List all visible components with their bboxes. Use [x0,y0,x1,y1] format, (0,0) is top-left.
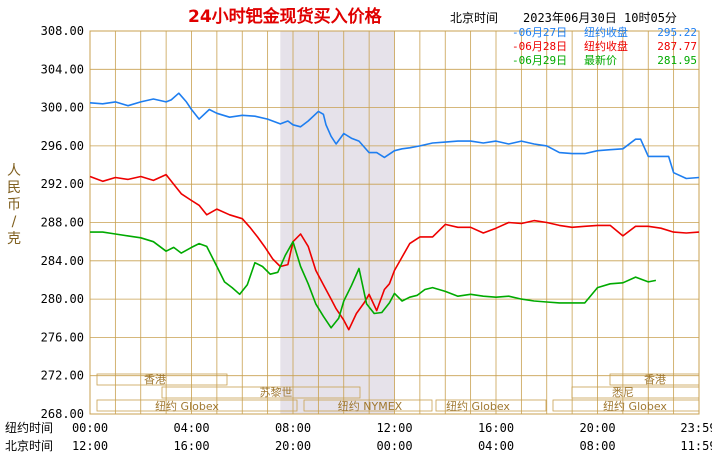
ny-globex-label-2: 纽约 Globex [446,399,510,413]
y-tick-label: 268.00 [41,407,84,421]
hongkong-label: 香港 [144,373,166,386]
series-line-2 [89,173,700,331]
zurich-label: 苏黎世 [260,385,293,399]
legend-date-1: -06月27日 [512,26,567,39]
y-tick-label: 288.00 [41,216,84,230]
y-tick-label: 284.00 [41,254,84,268]
ny-globex-session-box-2 [435,399,547,412]
y-tick-label: 300.00 [41,101,84,115]
y-axis-tick-labels: 268.00 272.00 276.00 280.00 284.00 288.00 292.… [41,24,84,421]
sydney-label: 悉尼 [612,386,634,399]
beijing-time-tick: 11:59 [680,439,712,453]
ny-nymex-label: 纽约 NYMEX [338,399,403,413]
ny-globex-label-1: 纽约 Globex [155,399,219,413]
beijing-time-tick: 16:00 [173,439,209,453]
beijing-time-tick: 12:00 [72,439,108,453]
plot-border [89,30,700,415]
ny-globex-session-box-3 [552,399,700,412]
y-tick-label: 292.00 [41,177,84,191]
legend-date-2: -06月28日 [512,40,567,53]
y-axis-label: 人民币/克 [7,163,21,247]
sydney-session-box [571,386,700,399]
zurich-session-box [161,386,361,399]
series-line-1 [89,92,700,180]
legend-value-3: 281.95 [657,54,697,67]
ny-globex-label-3: 纽约 Globex [603,399,667,413]
legend: -06月27日 纽约收盘 295.22-06月28日 纽约收盘 287.77-06月29… [512,25,697,67]
ny-globex-session-box-1 [96,399,298,412]
hongkong-session-box [96,373,228,386]
series-line-3 [90,231,657,329]
beijing-time-tick: 08:00 [579,439,615,453]
ny-time-row-label: 纽约时间 [5,420,53,435]
ny-time-tick: 23:59 [680,421,712,435]
x-axis-tick-labels: 00:00 12:00 04:00 16:00 08:00 20:00 12:00 00:00… [72,421,712,453]
y-tick-label: 276.00 [41,330,84,344]
chart-grid [90,30,699,415]
ny-time-tick: 12:00 [376,421,412,435]
y-tick-label: 308.00 [41,24,84,38]
beijing-time-tick: 04:00 [478,439,514,453]
ny-nymex-session-box [303,399,433,412]
legend-value-2: 287.77 [657,40,697,53]
market-session-boxes: 香港 苏黎世 纽约 Globex 纽约 NYMEX 纽约 Globex 纽约 G… [96,373,700,413]
hongkong-session-box-2 [609,373,700,386]
y-tick-label: 272.00 [41,369,84,383]
y-tick-label: 280.00 [41,292,84,306]
ny-time-tick: 20:00 [579,421,615,435]
legend-date-3: -06月29日 [512,54,567,67]
beijing-time-tick: 00:00 [376,439,412,453]
svg-text:人民币/克: 人民币/克 [7,163,21,247]
ny-time-tick: 00:00 [72,421,108,435]
timestamp: 2023年06月30日 10时05分 [523,11,677,25]
legend-label-3: 最新价 [584,53,617,67]
ny-time-tick: 08:00 [275,421,311,435]
timezone-label: 北京时间 [450,11,498,25]
beijing-time-tick: 20:00 [275,439,311,453]
y-tick-label: 296.00 [41,139,84,153]
beijing-time-row-label: 北京时间 [5,439,53,453]
legend-label-1: 纽约收盘 [584,25,628,39]
y-tick-label: 304.00 [41,62,84,76]
ny-time-tick: 16:00 [478,421,514,435]
legend-label-2: 纽约收盘 [584,39,628,53]
ny-time-tick: 04:00 [173,421,209,435]
legend-value-1: 295.22 [657,26,697,39]
hongkong-label-2: 香港 [644,373,666,386]
series-lines [89,92,700,331]
chart-title: 24小时钯金现货买入价格 [188,6,383,27]
